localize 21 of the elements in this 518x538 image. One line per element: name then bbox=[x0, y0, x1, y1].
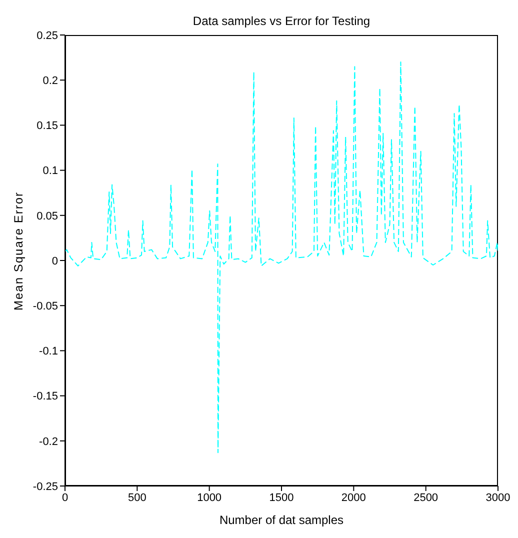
y-tick-label: -0.2 bbox=[39, 436, 58, 448]
y-tick-label: 0.05 bbox=[36, 210, 58, 222]
y-axis-title: Mean Square Error bbox=[11, 191, 26, 310]
x-tick-label: 500 bbox=[128, 492, 146, 504]
x-tick-label: 1000 bbox=[197, 492, 222, 504]
y-tick-label: 0 bbox=[52, 255, 58, 268]
y-tick-label: 0.25 bbox=[36, 30, 58, 42]
x-axis-title: Number of dat samples bbox=[219, 513, 344, 527]
y-tick-label: -0.05 bbox=[32, 300, 58, 313]
x-tick-label: 0 bbox=[62, 492, 68, 504]
x-tick-label: 3000 bbox=[486, 492, 510, 504]
x-tick-label: 2000 bbox=[341, 492, 366, 504]
y-tick-label: -0.1 bbox=[39, 346, 58, 358]
x-tick-label: 2500 bbox=[414, 492, 438, 504]
chart-title: Data samples vs Error for Testing bbox=[192, 14, 372, 28]
y-tick-label: 0.2 bbox=[42, 75, 58, 88]
x-tick-label: 1500 bbox=[269, 492, 294, 504]
y-tick-label: 0.1 bbox=[42, 165, 58, 178]
y-tick-label: -0.15 bbox=[32, 390, 58, 403]
y-tick-label: -0.25 bbox=[32, 480, 58, 493]
y-tick-label: 0.15 bbox=[36, 120, 58, 132]
